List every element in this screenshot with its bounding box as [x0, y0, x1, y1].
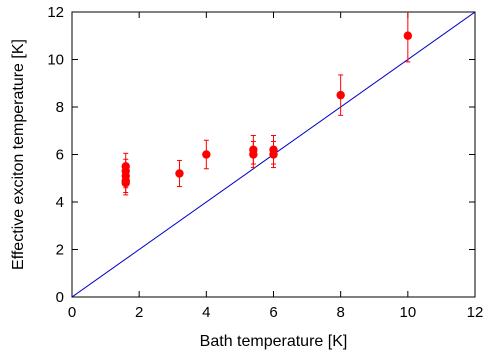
point-marker — [202, 150, 211, 159]
point-marker — [121, 178, 130, 188]
data-point — [175, 159, 184, 188]
x-tick-label: 12 — [467, 304, 484, 321]
data-point — [403, 12, 413, 63]
point-marker — [175, 169, 184, 178]
point-marker — [269, 150, 278, 159]
data-points-group — [121, 12, 413, 196]
y-tick-label: 10 — [47, 52, 64, 69]
point-marker — [336, 90, 345, 100]
data-point — [121, 170, 130, 196]
y-tick-label: 8 — [56, 99, 64, 116]
data-point — [202, 139, 211, 170]
x-axis-label: Bath temperature [K] — [200, 333, 348, 350]
y-tick-labels: 0 2 4 6 8 10 12 — [47, 4, 64, 306]
data-point — [249, 140, 258, 169]
x-tick-label: 0 — [68, 304, 76, 321]
y-tick-label: 6 — [56, 147, 64, 164]
y-tick-label: 2 — [56, 242, 64, 259]
x-tick-labels: 0 2 4 6 8 10 12 — [68, 304, 484, 321]
y-tick-label: 12 — [47, 4, 64, 21]
y-tick-label: 4 — [56, 194, 64, 211]
y-tick-label: 0 — [56, 289, 64, 306]
data-point — [336, 74, 345, 116]
x-tick-label: 4 — [202, 304, 210, 321]
y-axis-label: Effective exciton temperature [K] — [10, 39, 27, 270]
x-tick-label: 2 — [135, 304, 143, 321]
point-marker — [403, 31, 413, 40]
x-tick-label: 10 — [399, 304, 416, 321]
point-marker — [249, 150, 258, 159]
x-tick-label: 6 — [269, 304, 277, 321]
data-point — [269, 140, 278, 169]
x-tick-label: 8 — [336, 304, 344, 321]
